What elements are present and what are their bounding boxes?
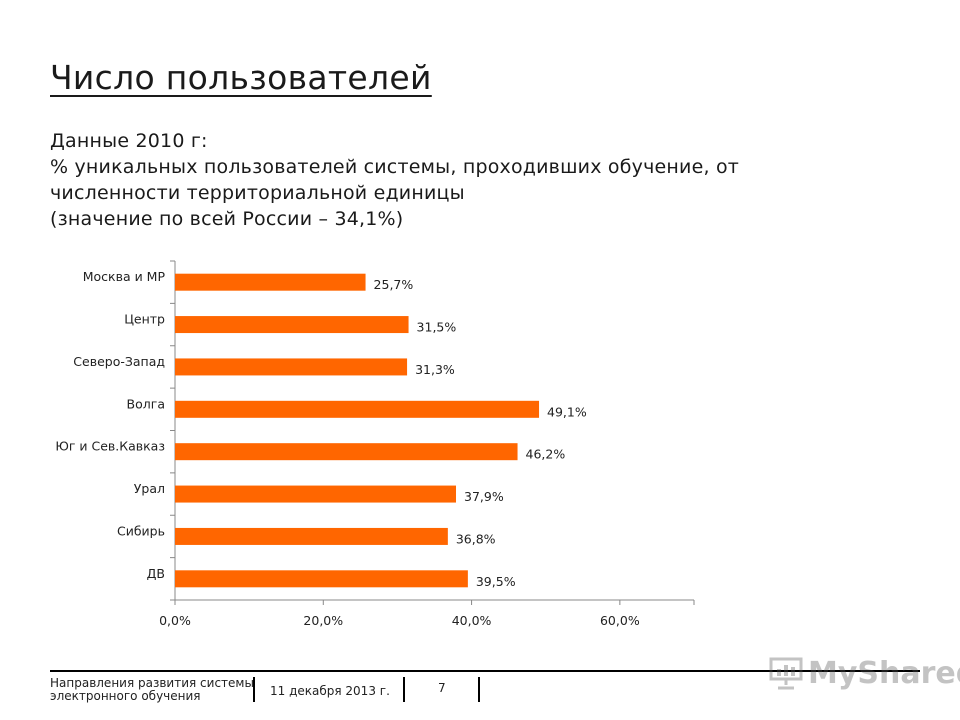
subtitle-line: Данные 2010 г: <box>50 130 208 152</box>
category-label: Волга <box>127 396 165 411</box>
category-label: Юг и Сев.Кавказ <box>55 439 165 454</box>
category-label: Москва и МР <box>83 269 166 284</box>
footer-divider <box>50 670 920 672</box>
bar <box>175 316 409 334</box>
bar <box>175 400 540 418</box>
watermark-logo: MyShared <box>768 655 960 691</box>
footer-separator <box>403 677 405 702</box>
data-label: 31,5% <box>417 320 457 335</box>
category-label: Урал <box>134 481 165 496</box>
x-tick-label: 40,0% <box>452 613 492 628</box>
data-label: 39,5% <box>476 574 516 589</box>
footer-separator <box>478 677 480 702</box>
footer-title-line: электронного обучения <box>50 689 201 703</box>
data-label: 46,2% <box>526 447 566 462</box>
category-label: Сибирь <box>117 523 165 538</box>
x-tick-label: 20,0% <box>303 613 343 628</box>
data-label: 25,7% <box>374 277 414 292</box>
category-label: ДВ <box>147 566 165 581</box>
bar <box>175 443 518 461</box>
subtitle-line: численности территориальной единицы <box>50 182 465 204</box>
bar <box>175 358 408 376</box>
slide-subtitle: Данные 2010 г: % уникальных пользователе… <box>50 128 870 232</box>
x-tick-label: 60,0% <box>600 613 640 628</box>
bar <box>175 273 366 291</box>
watermark-text: MyShared <box>808 655 960 691</box>
page-number: 7 <box>438 681 446 695</box>
footer-presentation-title: Направления развития системы электронног… <box>50 677 254 703</box>
slide-title: Число пользователей <box>50 58 432 97</box>
footer-separator <box>253 677 255 702</box>
category-label: Северо-Запад <box>73 354 165 369</box>
data-label: 37,9% <box>464 489 504 504</box>
data-label: 31,3% <box>415 362 455 377</box>
bar <box>175 485 457 503</box>
subtitle-line: (значение по всей России – 34,1%) <box>50 208 404 230</box>
data-label: 36,8% <box>456 531 496 546</box>
subtitle-line: % уникальных пользователей системы, прох… <box>50 156 740 178</box>
x-tick-label: 0,0% <box>159 613 191 628</box>
data-label: 49,1% <box>547 404 587 419</box>
footer-date: 11 декабря 2013 г. <box>270 684 390 698</box>
presentation-icon <box>769 657 803 690</box>
category-label: Центр <box>124 312 165 327</box>
bar <box>175 527 448 545</box>
footer-title-line: Направления развития системы <box>50 676 254 690</box>
bar <box>175 570 468 588</box>
